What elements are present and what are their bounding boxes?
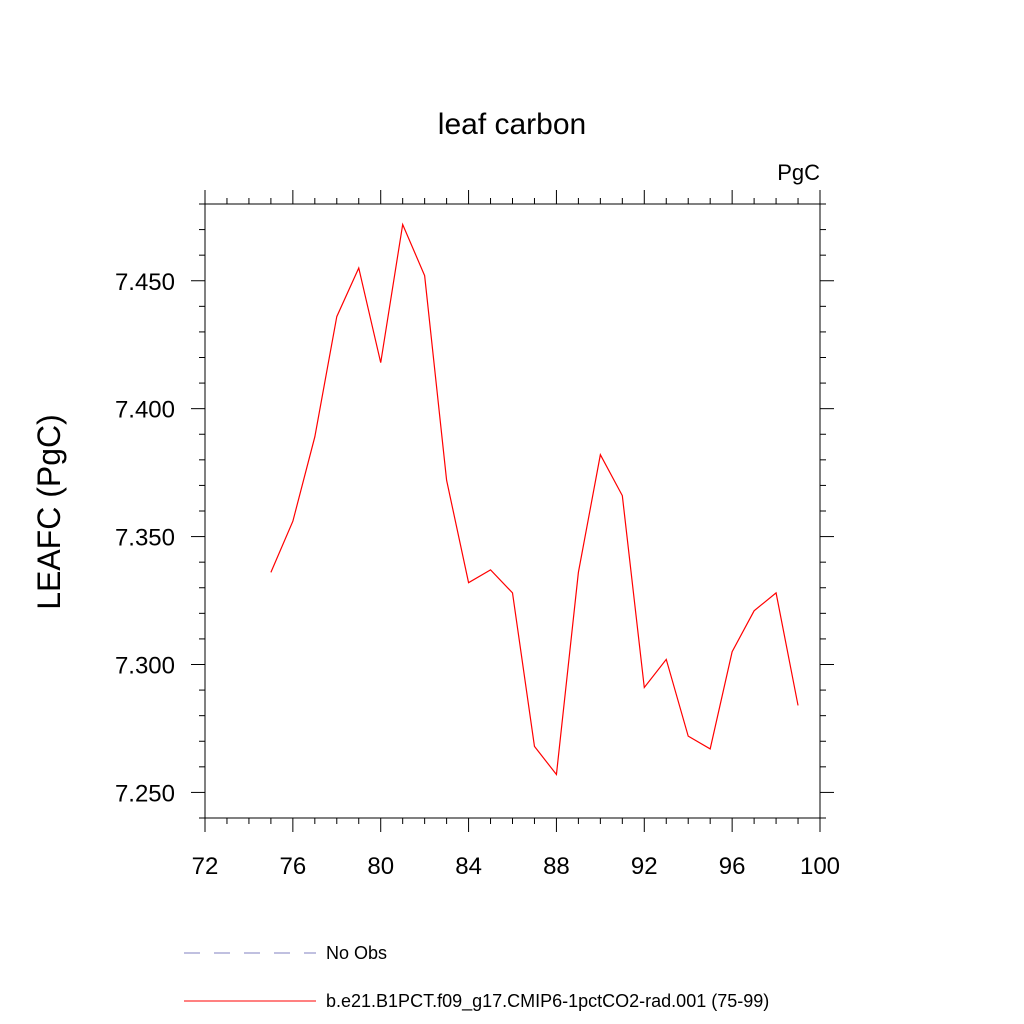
chart-title: leaf carbon xyxy=(438,108,586,141)
x-tick-label: 88 xyxy=(543,853,570,880)
y-tick-label: 7.250 xyxy=(115,780,175,807)
x-tick-label: 96 xyxy=(719,853,746,880)
y-tick-label: 7.450 xyxy=(115,269,175,296)
x-tick-label: 80 xyxy=(367,853,394,880)
x-tick-label: 76 xyxy=(280,853,307,880)
x-axis-ticks: 72 76 80 84 88 92 96 100 xyxy=(192,190,840,880)
x-tick-label: 72 xyxy=(192,853,219,880)
y-tick-label: 7.400 xyxy=(115,397,175,424)
x-tick-label: 92 xyxy=(631,853,658,880)
series-line-1 xyxy=(270,222,799,777)
y-axis-ticks: 7.250 7.300 7.350 7.400 7.450 xyxy=(115,203,834,819)
plot-frame xyxy=(204,203,821,819)
y-tick-label: 7.350 xyxy=(115,525,175,552)
series-lines xyxy=(270,222,799,777)
axes xyxy=(204,203,821,819)
legend-label-model: b.e21.B1PCT.f09_g17.CMIP6-1pctCO2-rad.00… xyxy=(326,991,769,1012)
legend-label-no-obs: No Obs xyxy=(326,943,387,963)
y-tick-label: 7.300 xyxy=(115,653,175,680)
x-tick-label: 84 xyxy=(455,853,482,880)
legend: No Obs b.e21.B1PCT.f09_g17.CMIP6-1pctCO2… xyxy=(184,943,769,1012)
x-tick-label: 100 xyxy=(800,853,840,880)
units-label: PgC xyxy=(777,160,820,185)
y-axis-label: LEAFC (PgC) xyxy=(31,414,67,610)
